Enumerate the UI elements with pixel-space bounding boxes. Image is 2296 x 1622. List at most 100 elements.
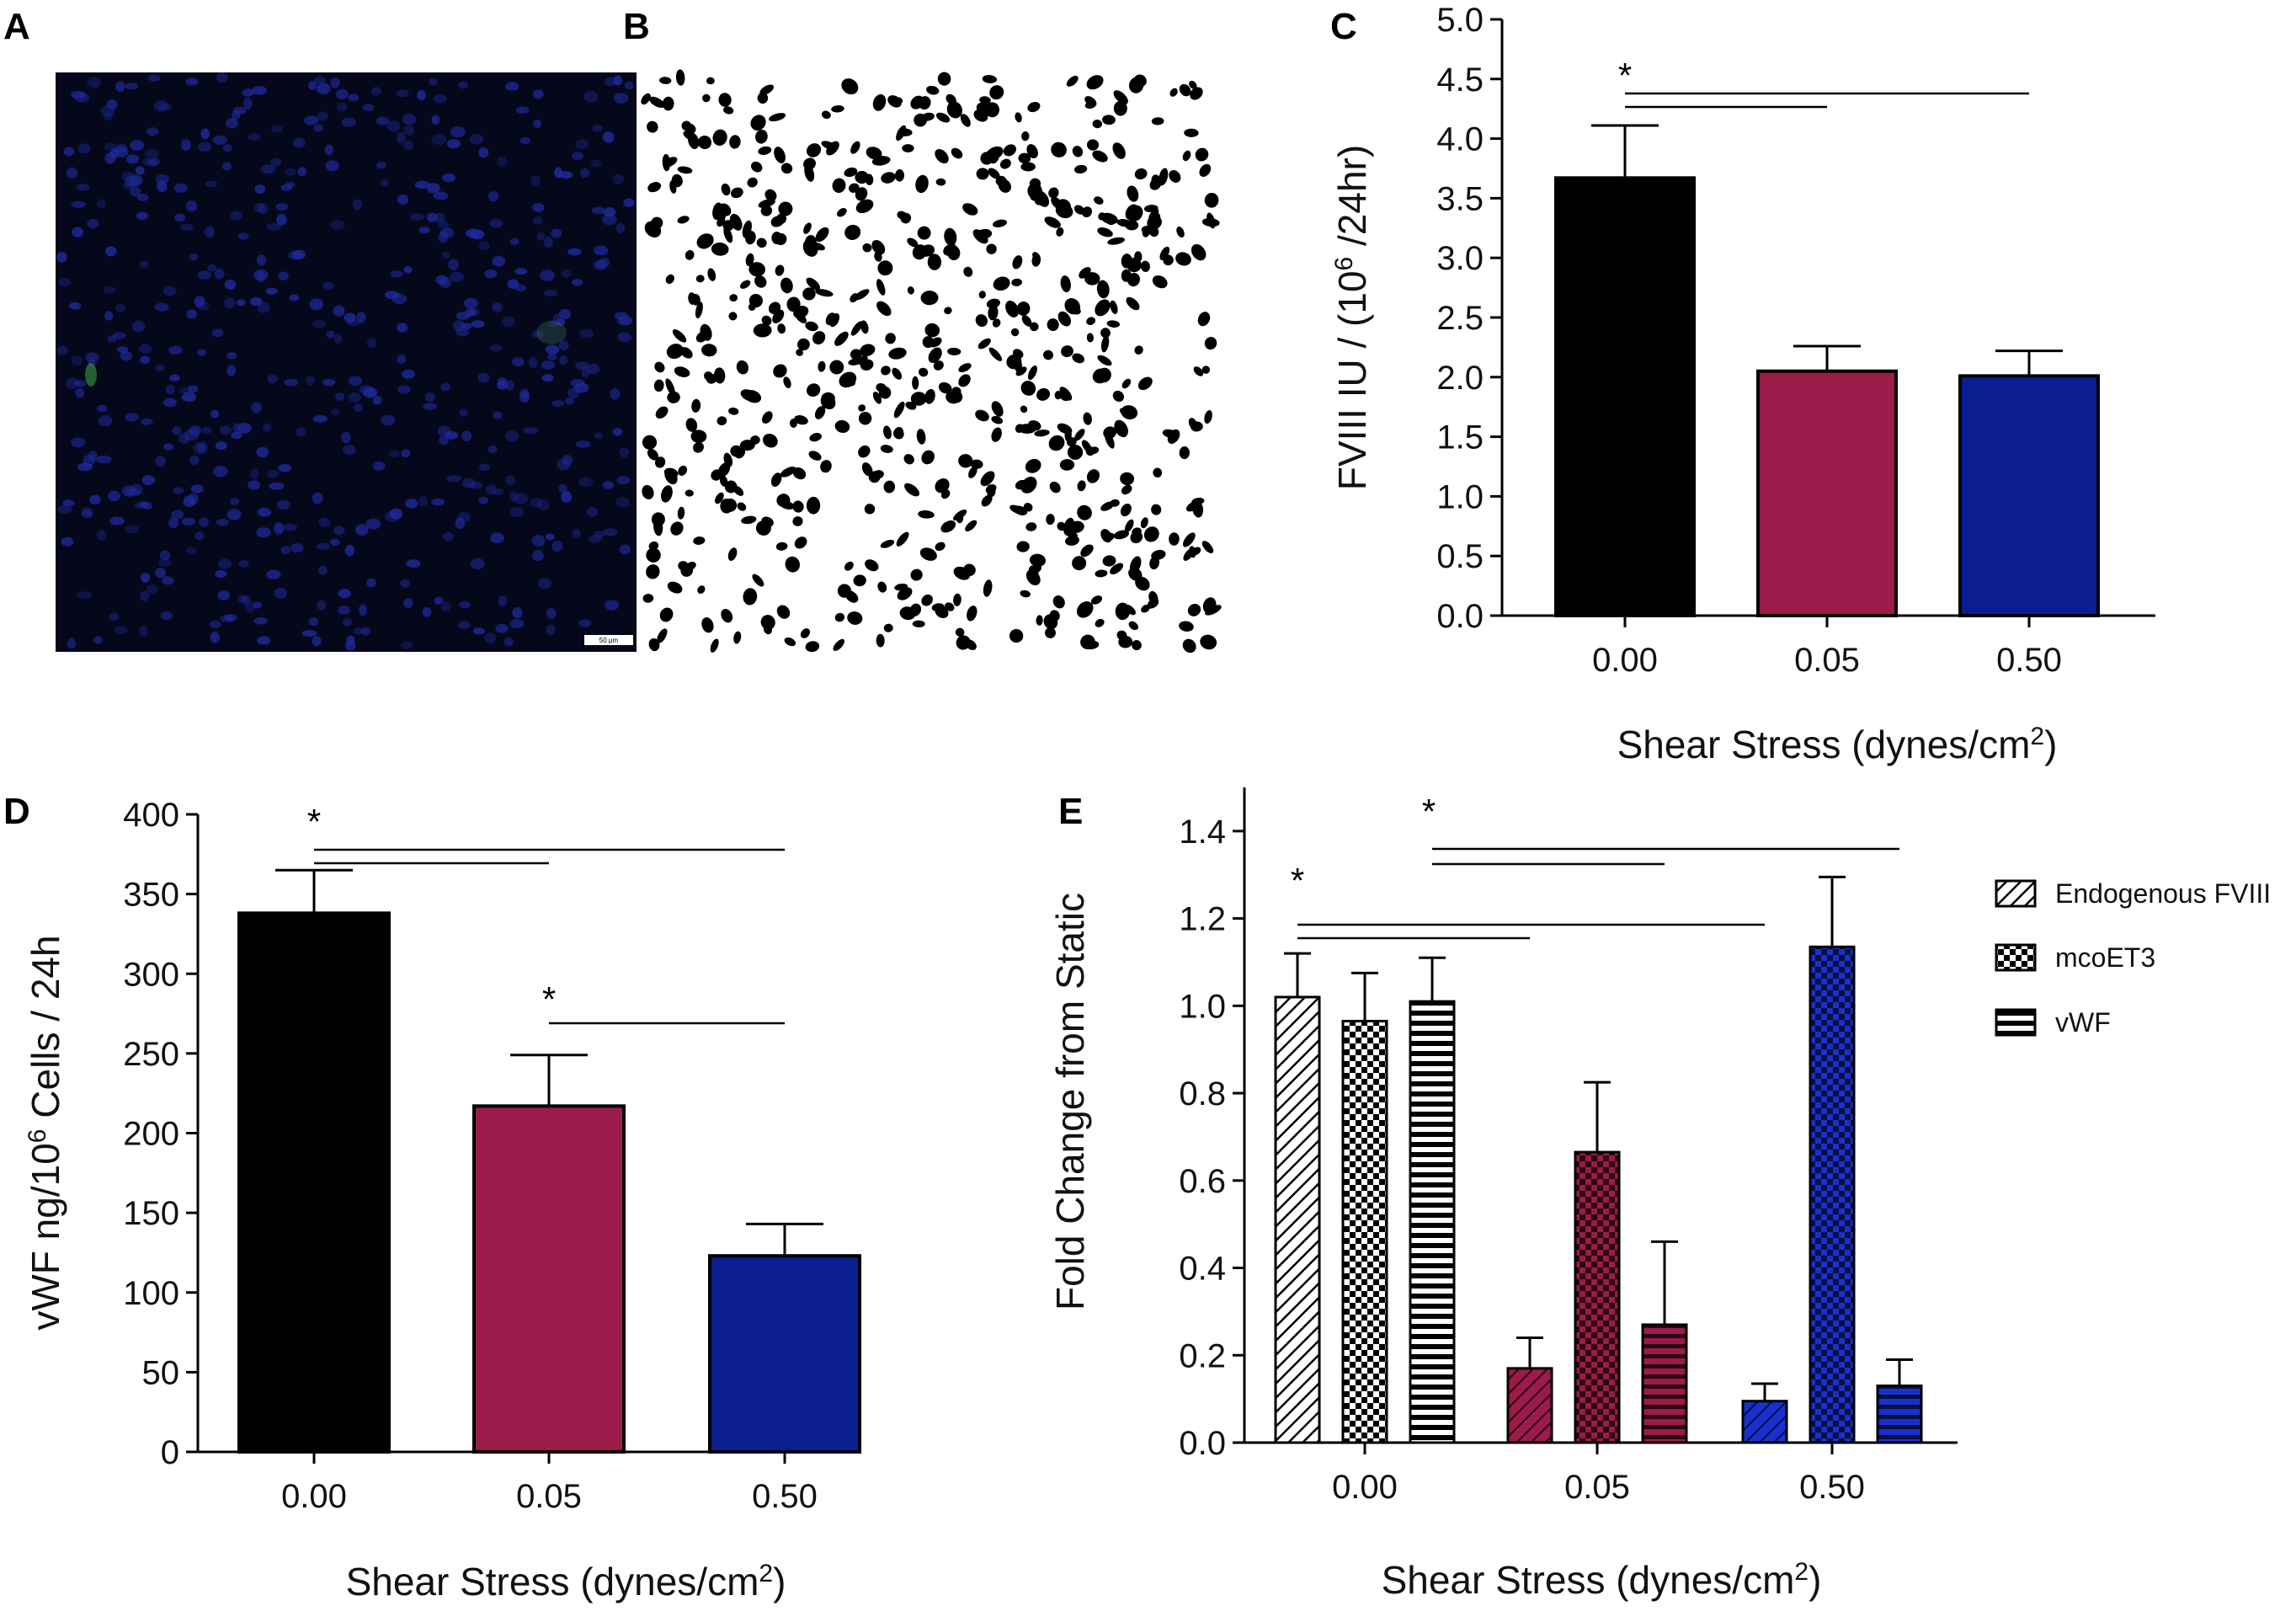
binary-nucleus [916, 429, 926, 445]
nucleus [402, 125, 415, 136]
binary-nucleus [1048, 435, 1065, 451]
binary-nucleus [1197, 312, 1211, 327]
binary-nucleus [806, 143, 822, 157]
binary-nucleus [935, 112, 951, 123]
binary-nucleus [784, 637, 796, 647]
nucleus [426, 183, 440, 194]
nucleus [242, 98, 253, 109]
binary-nucleus [1182, 638, 1196, 654]
nucleus [348, 392, 362, 403]
binary-nucleus [800, 628, 811, 638]
nucleus [558, 340, 569, 351]
nucleus [125, 175, 140, 187]
binary-nucleus [1175, 252, 1191, 266]
binary-nucleus [1188, 418, 1197, 430]
binary-nucleus [1204, 337, 1217, 350]
binary-nucleus [946, 391, 960, 404]
nucleus [588, 535, 602, 543]
nucleus [180, 139, 191, 152]
nucleus [558, 483, 567, 494]
nucleus [403, 141, 414, 150]
nucleus [431, 498, 445, 506]
binary-nucleus [1202, 597, 1217, 614]
nucleus [109, 516, 125, 526]
nucleus [487, 191, 499, 202]
nucleus [193, 442, 205, 455]
nucleus [248, 133, 261, 141]
nucleus [372, 461, 386, 471]
nucleus [551, 399, 565, 407]
nucleus [450, 271, 465, 282]
nucleus [252, 85, 268, 95]
nucleus [198, 141, 212, 152]
binary-nucleus [667, 391, 680, 403]
binary-nucleus [655, 406, 669, 419]
binary-nucleus [1119, 408, 1132, 419]
micrograph-binary [640, 69, 1222, 654]
nucleus [448, 259, 459, 270]
y-axis-label-sup: 6 [1330, 257, 1358, 271]
nucleus [557, 458, 571, 471]
nucleus [612, 173, 625, 184]
nucleus [552, 313, 562, 325]
binary-nucleus [938, 381, 952, 394]
binary-nucleus [690, 430, 707, 443]
binary-nucleus [779, 500, 795, 510]
legend-label: Endogenous FVIII [2055, 878, 2271, 909]
nucleus [317, 542, 331, 550]
binary-nucleus [1120, 472, 1135, 486]
binary-nucleus [924, 323, 940, 338]
nucleus [387, 120, 401, 132]
nucleus [237, 422, 252, 435]
binary-nucleus [794, 536, 807, 549]
binary-nucleus [802, 287, 816, 301]
binary-nucleus [919, 244, 935, 257]
nucleus [333, 305, 345, 317]
binary-nucleus [1140, 260, 1150, 273]
nucleus [439, 277, 452, 289]
binary-nucleus [730, 445, 742, 457]
nucleus [498, 595, 508, 606]
y-tick-label: 1.0 [1179, 988, 1226, 1025]
nucleus [570, 379, 585, 387]
nucleus [267, 469, 280, 478]
binary-nucleus [919, 367, 929, 377]
nucleus [459, 600, 471, 609]
nucleus [284, 378, 299, 387]
binary-nucleus [918, 510, 935, 519]
binary-nucleus [653, 379, 664, 392]
nucleus [220, 615, 234, 622]
nucleus [173, 213, 186, 222]
binary-nucleus [975, 409, 989, 422]
nucleus [318, 517, 330, 528]
nucleus [578, 619, 592, 627]
binary-nucleus [724, 480, 738, 494]
nucleus [344, 640, 356, 651]
binary-nucleus [935, 148, 949, 164]
binary-nucleus [980, 471, 995, 487]
nucleus [529, 498, 543, 508]
nucleus [338, 589, 351, 599]
binary-nucleus [1079, 267, 1091, 279]
binary-nucleus [1027, 102, 1041, 113]
binary-nucleus [1016, 301, 1031, 316]
nucleus [165, 384, 175, 395]
nucleus [106, 335, 117, 343]
binary-nucleus [907, 286, 914, 295]
nucleus [523, 427, 539, 435]
binary-nucleus [710, 638, 719, 653]
nucleus [541, 360, 556, 370]
binary-nucleus [1049, 610, 1060, 622]
nucleus [324, 144, 333, 156]
binary-nucleus [755, 520, 771, 536]
nucleus [470, 558, 485, 570]
nucleus [616, 476, 631, 485]
nucleus [504, 380, 514, 391]
binary-nucleus [897, 211, 908, 220]
binary-nucleus [1191, 499, 1204, 518]
binary-nucleus [1044, 216, 1061, 228]
binary-nucleus [1153, 467, 1163, 478]
binary-nucleus [1073, 205, 1085, 215]
binary-nucleus [844, 561, 854, 571]
x-tick-label: 0.00 [281, 1478, 347, 1515]
